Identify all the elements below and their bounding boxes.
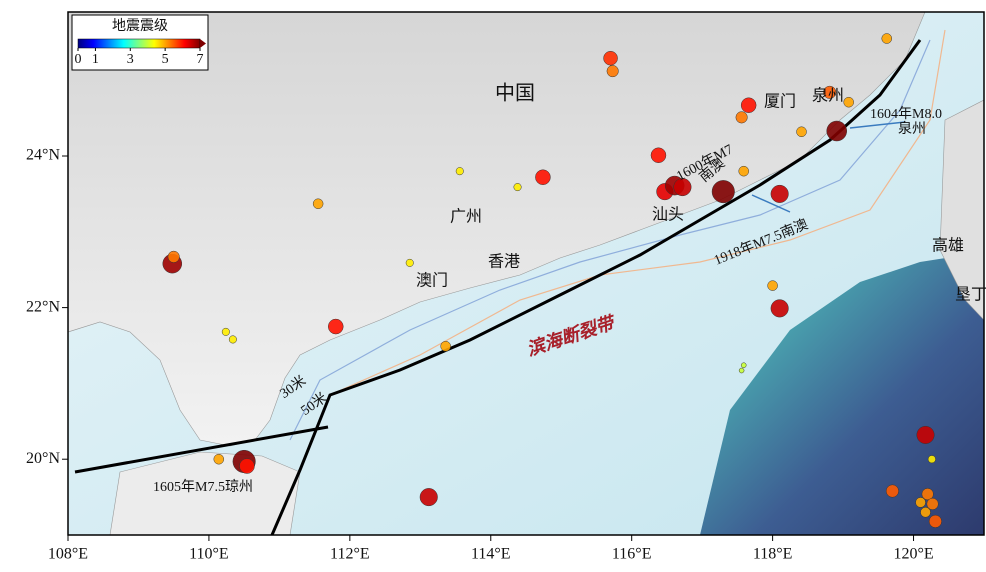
event-label: 1604年M8.0 bbox=[870, 106, 942, 122]
earthquake bbox=[239, 459, 254, 474]
colorbar-tick-label: 3 bbox=[127, 52, 134, 67]
earthquake bbox=[797, 127, 807, 137]
colorbar-ramp bbox=[78, 39, 200, 48]
earthquake bbox=[741, 363, 746, 368]
place-label: 垦丁 bbox=[955, 287, 986, 304]
earthquake bbox=[882, 34, 892, 44]
x-tick-label: 112°E bbox=[330, 546, 370, 563]
place-label: 广州 bbox=[450, 208, 482, 226]
y-tick-label: 24°N bbox=[26, 147, 60, 164]
earthquake bbox=[456, 167, 464, 175]
earthquake bbox=[741, 98, 756, 113]
place-label: 高雄 bbox=[932, 237, 964, 255]
earthquake bbox=[827, 121, 847, 141]
earthquake bbox=[514, 183, 522, 191]
earthquake bbox=[739, 166, 749, 176]
map-figure: 中国 广州 澳门 香港 汕头 厦门 泉州 高雄 垦丁 1604年M8.0 泉州 … bbox=[0, 0, 986, 567]
place-label: 汕头 bbox=[652, 206, 684, 224]
earthquake bbox=[328, 319, 343, 334]
earthquake bbox=[736, 112, 748, 124]
earthquake bbox=[917, 426, 935, 444]
colorbar-tick-label: 0 bbox=[75, 52, 82, 67]
earthquake bbox=[768, 281, 778, 291]
event-label: 1605年M7.5琼州 bbox=[153, 479, 253, 495]
earthquake bbox=[420, 488, 438, 506]
x-tick-label: 114°E bbox=[471, 546, 511, 563]
earthquake bbox=[535, 170, 550, 185]
earthquake bbox=[651, 148, 666, 163]
place-label: 中国 bbox=[495, 82, 535, 105]
earthquake bbox=[229, 336, 237, 344]
earthquake bbox=[739, 368, 744, 373]
place-label: 澳门 bbox=[416, 272, 448, 290]
x-tick-label: 116°E bbox=[612, 546, 652, 563]
earthquake bbox=[927, 498, 939, 510]
y-tick-label: 22°N bbox=[26, 298, 60, 315]
earthquake bbox=[214, 454, 224, 464]
earthquake bbox=[168, 251, 180, 263]
earthquake bbox=[928, 455, 936, 463]
earthquake bbox=[916, 497, 926, 507]
earthquake bbox=[607, 65, 619, 77]
earthquake bbox=[771, 185, 789, 203]
earthquake bbox=[406, 259, 414, 267]
colorbar-tick-label: 7 bbox=[197, 52, 204, 67]
place-label: 厦门 bbox=[764, 93, 796, 111]
earthquake bbox=[886, 485, 899, 498]
colorbar-title: 地震震级 bbox=[112, 18, 168, 34]
earthquake bbox=[604, 51, 618, 65]
x-tick-label: 110°E bbox=[189, 546, 229, 563]
event-label: 泉州 bbox=[898, 120, 926, 137]
y-tick-label: 20°N bbox=[26, 450, 60, 467]
x-tick-label: 108°E bbox=[48, 546, 88, 563]
place-label: 泉州 bbox=[812, 87, 844, 105]
earthquake bbox=[771, 300, 789, 318]
earthquake bbox=[921, 507, 931, 517]
earthquake bbox=[844, 97, 854, 107]
place-label: 香港 bbox=[488, 253, 520, 271]
earthquake bbox=[712, 180, 735, 203]
earthquake bbox=[441, 341, 451, 351]
x-tick-label: 120°E bbox=[893, 546, 933, 563]
x-tick-label: 118°E bbox=[753, 546, 793, 563]
earthquake bbox=[313, 199, 323, 209]
colorbar-tick-label: 1 bbox=[92, 52, 99, 67]
earthquake bbox=[929, 515, 942, 528]
colorbar-tick-label: 5 bbox=[162, 52, 169, 67]
earthquake bbox=[222, 328, 230, 336]
